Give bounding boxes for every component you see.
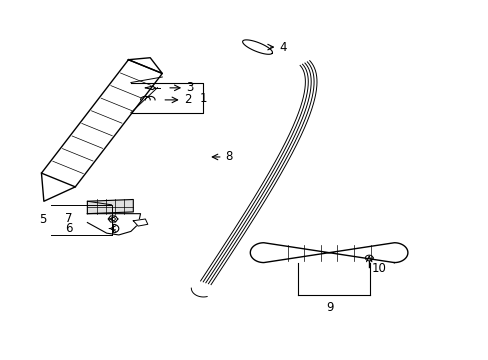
Text: 2: 2 [183,93,191,107]
Text: 7: 7 [64,212,72,225]
Text: 4: 4 [279,41,286,54]
Text: 1: 1 [200,92,207,105]
Text: 9: 9 [326,301,333,314]
Polygon shape [87,214,140,235]
Polygon shape [113,224,119,233]
Text: 10: 10 [371,262,386,275]
Polygon shape [41,60,162,187]
Text: 6: 6 [64,222,72,235]
Polygon shape [250,243,407,262]
Text: 8: 8 [224,150,232,163]
Text: 5: 5 [39,213,46,226]
Text: 3: 3 [186,81,193,94]
Polygon shape [133,219,147,226]
Polygon shape [87,199,133,214]
Polygon shape [242,40,272,54]
Polygon shape [128,58,162,73]
